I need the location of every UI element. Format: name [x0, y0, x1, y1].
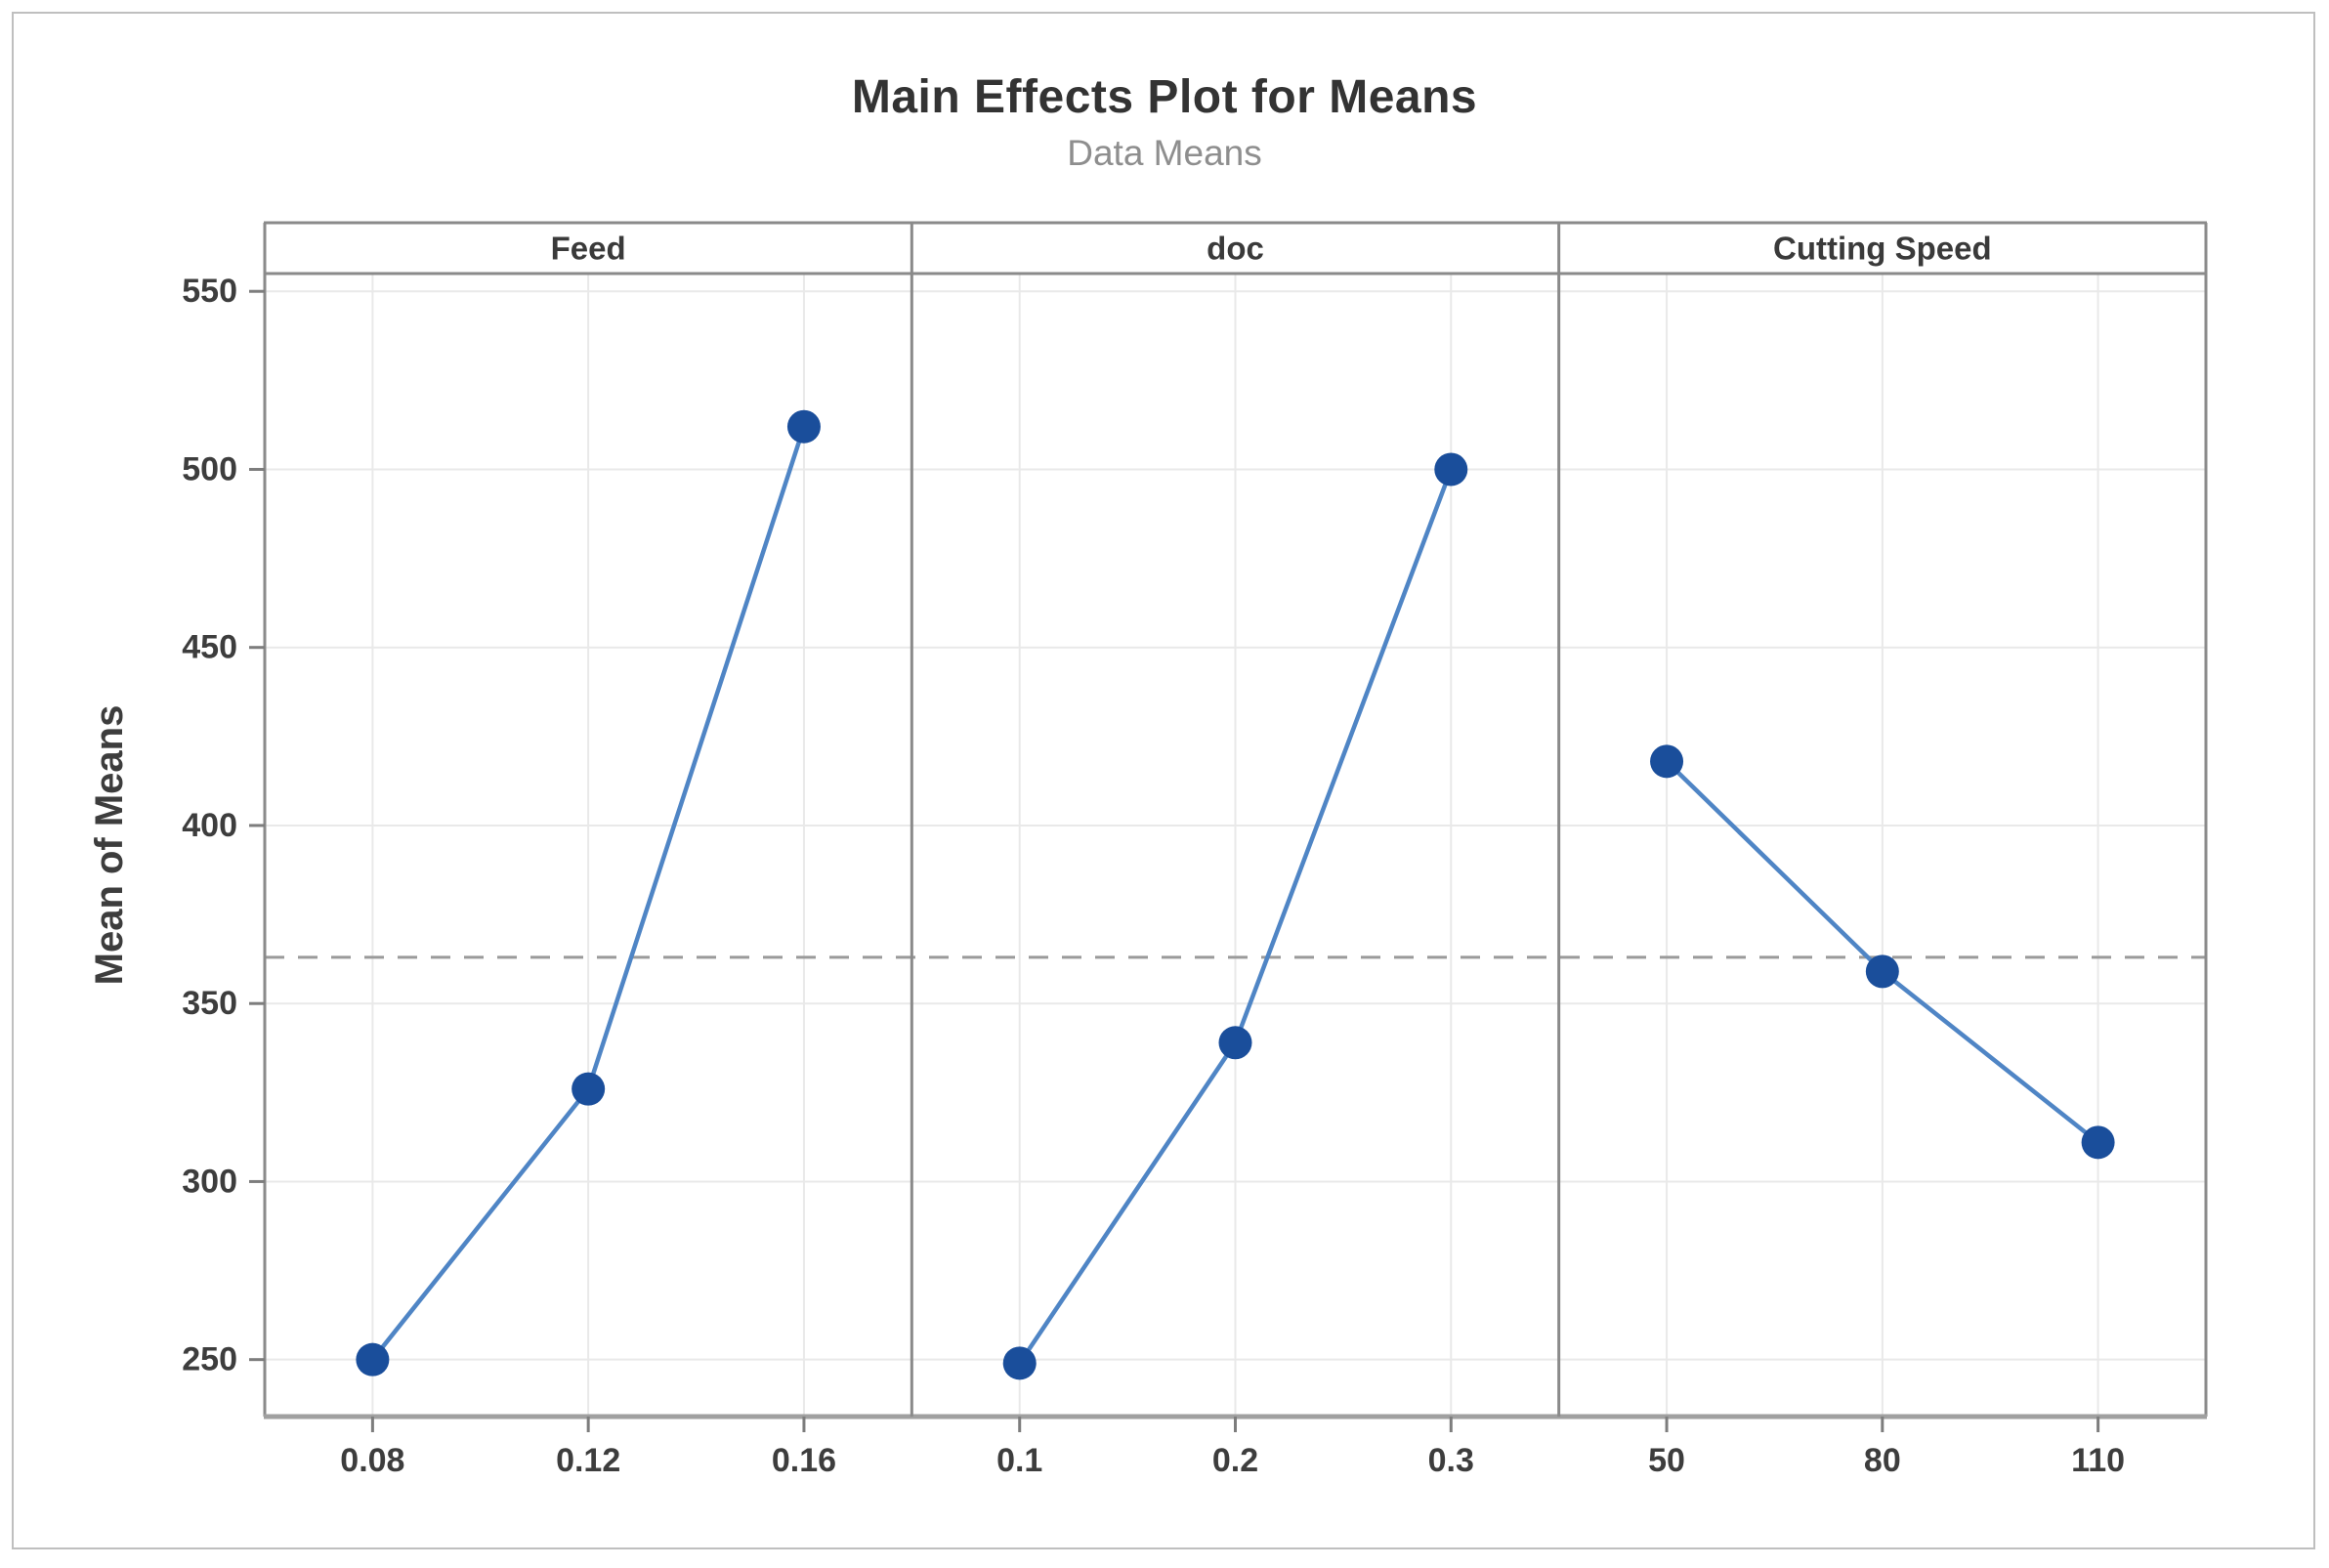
y-tick-label: 350 [182, 985, 237, 1022]
panel-header-label: doc [1207, 231, 1264, 267]
x-tick-label: 0.3 [1428, 1442, 1474, 1479]
x-tick-label: 0.1 [996, 1442, 1042, 1479]
data-point-marker [1002, 1346, 1037, 1380]
x-tick-label: 0.16 [772, 1442, 836, 1479]
x-tick-label: 0.08 [340, 1442, 404, 1479]
data-point-marker [1650, 744, 1684, 779]
x-tick-label: 0.2 [1212, 1442, 1258, 1479]
data-point-marker [356, 1342, 390, 1377]
x-tick-label: 110 [2071, 1442, 2125, 1479]
data-point-marker [1434, 452, 1468, 487]
panel-header-label: Cutting Speed [1773, 231, 1992, 267]
y-tick-label: 300 [182, 1163, 237, 1200]
data-point-marker [572, 1072, 606, 1106]
y-tick-label: 450 [182, 629, 237, 666]
data-point-marker [1865, 954, 1899, 989]
x-tick-label: 0.12 [556, 1442, 620, 1479]
data-point-marker [786, 409, 821, 444]
data-point-marker [2081, 1125, 2115, 1160]
chart-title: Main Effects Plot for Means [851, 71, 1478, 123]
y-tick-label: 500 [182, 450, 237, 487]
y-axis-title: Mean of Means [88, 705, 131, 986]
x-tick-label: 50 [1648, 1442, 1685, 1479]
panel-header-label: Feed [551, 231, 626, 267]
figure-border [12, 12, 2315, 1549]
chart-subtitle: Data Means [1067, 133, 1262, 173]
y-tick-label: 550 [182, 273, 237, 310]
x-tick-label: 80 [1864, 1442, 1901, 1479]
y-tick-label: 250 [182, 1341, 237, 1378]
y-tick-label: 400 [182, 807, 237, 844]
data-point-marker [1218, 1026, 1252, 1060]
